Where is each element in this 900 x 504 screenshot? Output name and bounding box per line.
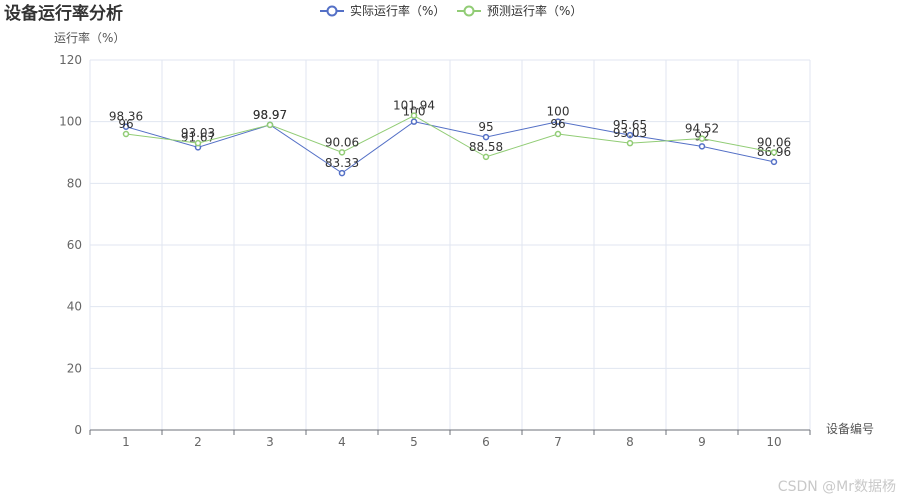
data-point — [122, 130, 130, 138]
y-tick-label: 40 — [67, 300, 82, 314]
y-tick-label: 60 — [67, 238, 82, 252]
y-axis-name: 运行率（%） — [54, 30, 125, 45]
data-point — [626, 139, 634, 147]
data-point — [338, 169, 346, 177]
x-tick-label: 5 — [410, 435, 418, 449]
data-label: 95.65 — [613, 118, 647, 132]
x-axis: 1 2 3 4 5 6 7 8 9 10 — [89, 429, 811, 449]
data-label: 98.36 — [109, 110, 143, 124]
chart-title: 设备运行率分析 — [4, 3, 123, 24]
data-point — [482, 133, 490, 141]
x-tick-label: 8 — [626, 435, 634, 449]
series-group: 98.3691.6798.9783.331009510095.659286.96… — [109, 99, 791, 177]
y-tick-label: 80 — [67, 176, 82, 190]
data-point — [338, 149, 346, 156]
data-label: 94.52 — [685, 122, 719, 136]
data-label: 96 — [118, 117, 133, 131]
y-tick-label: 120 — [59, 53, 82, 67]
data-point — [122, 123, 130, 130]
data-label: 98.97 — [253, 108, 287, 122]
x-axis-name: 设备编号 — [826, 421, 874, 436]
data-point — [482, 153, 490, 161]
data-label: 90.06 — [325, 135, 359, 149]
watermark: CSDN @Mr数据杨 — [778, 479, 896, 495]
data-point — [626, 131, 634, 139]
x-tick-label: 10 — [766, 435, 781, 449]
x-tick-label: 7 — [554, 435, 562, 449]
data-point — [770, 158, 778, 166]
data-label: 101.94 — [393, 99, 435, 113]
legend-label: 实际运行率（%） — [350, 3, 445, 18]
data-point — [698, 135, 706, 142]
grid — [89, 59, 811, 430]
data-point — [410, 112, 418, 119]
data-label: 100 — [403, 105, 426, 119]
y-tick-label: 20 — [67, 361, 82, 375]
data-label: 95 — [478, 120, 493, 134]
data-label: 100 — [547, 105, 570, 119]
data-label: 90.06 — [757, 135, 791, 149]
series-2: 96 93.03 98.97 90.06 101.94 88.58 96 93.03 94.52… — [118, 99, 791, 161]
legend-marker — [326, 5, 338, 17]
data-point — [410, 118, 418, 125]
data-point — [770, 149, 778, 156]
data-label: 88.58 — [469, 140, 503, 154]
x-tick-label: 1 — [122, 435, 130, 449]
y-tick-label: 100 — [59, 115, 82, 129]
legend-marker — [463, 5, 475, 17]
data-label: 98.97 — [253, 108, 287, 122]
data-point — [698, 143, 706, 150]
data-point — [554, 118, 562, 125]
data-label: 83.33 — [325, 156, 359, 170]
y-tick-label: 0 — [74, 423, 82, 437]
data-point — [554, 130, 562, 138]
x-tick-label: 6 — [482, 435, 490, 449]
data-label: 93.03 — [613, 126, 647, 140]
legend-label: 预测运行率（%） — [487, 3, 582, 18]
data-label: 96 — [550, 117, 565, 131]
legend-item: 实际运行率（%） — [320, 3, 445, 18]
series-line — [125, 115, 775, 158]
data-point — [194, 139, 202, 147]
y-axis-ticks: 0 20 40 60 80 100 120 — [59, 53, 82, 437]
data-point — [266, 121, 274, 129]
legend: 实际运行率（%） 预测运行率（%） — [320, 3, 582, 18]
x-tick-label: 2 — [194, 435, 202, 449]
x-tick-label: 9 — [698, 435, 706, 449]
data-label: 93.03 — [181, 126, 215, 140]
x-tick-label: 4 — [338, 435, 346, 449]
legend-item: 预测运行率（%） — [457, 3, 582, 18]
x-tick-label: 3 — [266, 435, 274, 449]
